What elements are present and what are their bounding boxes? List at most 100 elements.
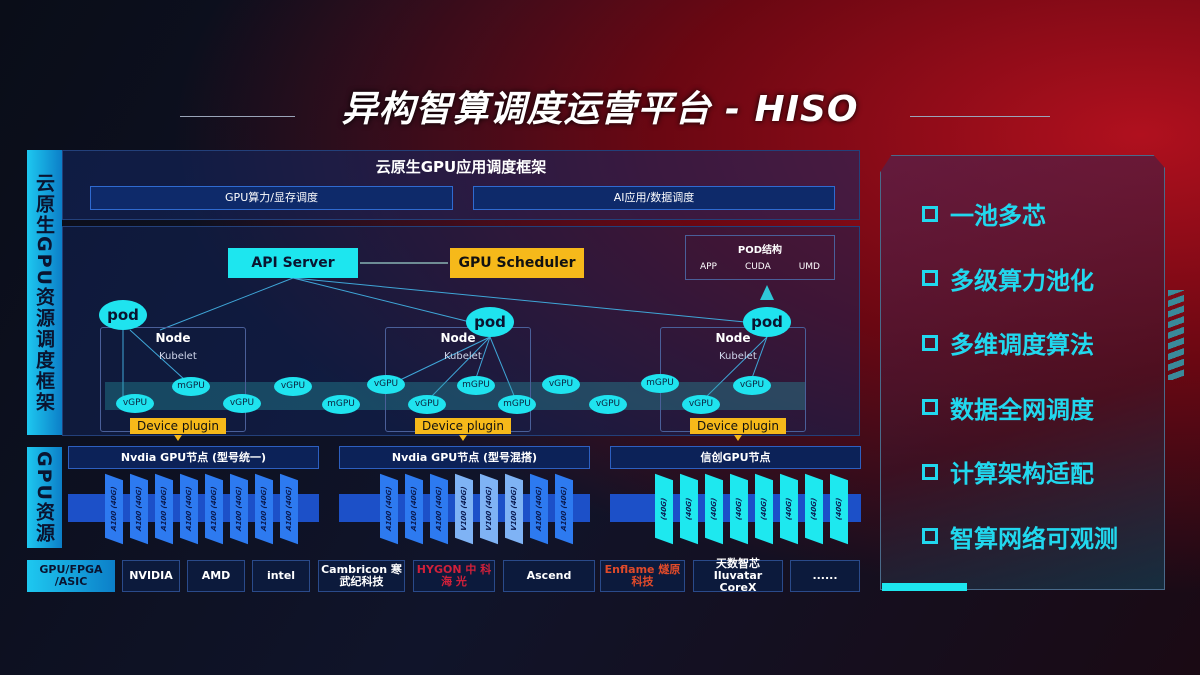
gpu-chip: A100 (40G) [530,473,548,545]
feature-label: 计算架构适配 [950,460,1094,488]
vendor-logo: NVIDIA [122,560,180,592]
vgpu-ellipse: vGPU [408,395,446,414]
checkbox-icon [922,334,938,351]
vendor-logo: AMD [187,560,245,592]
title-line-left [180,116,295,117]
vendor-logo: Ascend [503,560,595,592]
page-title: 异构智算调度运营平台 - HISO [341,89,859,130]
feature-label: 多维调度算法 [950,331,1094,359]
vendor-logo: 天数智芯 Iluvatar CoreX [693,557,783,594]
gpu-node-header: Nvdia GPU节点 (型号混搭) [339,446,590,469]
down-arrow-icon [459,435,467,445]
vgpu-ellipse: vGPU [223,394,261,413]
vendor-logo: ...... [790,560,860,592]
node-label: Node [440,331,476,345]
feature-item: 多级算力池化 [922,261,1094,296]
gpu-chip: A100 (40G) [180,473,198,545]
ai-data-scheduling: AI应用/数据调度 [473,186,835,210]
vendor-logo: intel [252,560,310,592]
gpu-scheduler-box: GPU Scheduler [450,248,584,278]
gpu-node-header: 信创GPU节点 [610,446,861,469]
vgpu-ellipse: vGPU [542,375,580,394]
checkbox-icon [922,205,938,222]
up-arrow-icon [760,285,774,300]
down-arrow-icon [174,435,182,445]
stripe-decoration [1168,290,1184,380]
gpu-chip: (40G) [680,473,698,545]
title-line-right [910,116,1050,117]
gpu-side-label: GPU资源 [27,447,62,548]
vendor-logo: Cambricon 寒武纪科技 [318,560,405,592]
feature-item: 计算架构适配 [922,454,1094,489]
node-box: Node Kubelet [385,327,531,432]
node-box: Node Kubelet [660,327,806,432]
checkbox-icon [922,463,938,480]
pod-cuda: CUDA [744,262,771,272]
node-box: Node Kubelet [100,327,246,432]
gpu-chip: (40G) [730,473,748,545]
device-plugin-box: Device plugin [130,418,226,434]
pod-ellipse: pod [466,307,514,337]
pod-structure-box: POD结构 APP CUDA UMD [685,235,835,280]
pod-structure-title: POD结构 [737,245,783,256]
gpu-chip: A100 (40G) [130,473,148,545]
gpu-chip: A100 (40G) [555,473,573,545]
gpu-node-header: Nvdia GPU节点 (型号统一) [68,446,319,469]
checkbox-icon [922,270,938,286]
gpu-chip: A100 (40G) [380,473,398,545]
gpu-chip: A100 (40G) [155,473,173,545]
features-panel [880,155,1165,590]
gpu-chip: V100 (40G) [505,473,523,545]
feature-item: 智算网络可观测 [922,519,1118,554]
accent-bar [882,583,967,591]
vgpu-ellipse: vGPU [733,376,771,395]
gpu-chip: A100 (40G) [105,473,123,545]
feature-label: 多级算力池化 [950,266,1094,295]
gpu-chip: V100 (40G) [480,473,498,545]
vgpu-ellipse: vGPU [116,394,154,413]
mgpu-ellipse: mGPU [172,377,210,396]
vendor-row-label: GPU/FPGA /ASIC [27,560,115,592]
gpu-chip: A100 (40G) [255,473,273,545]
vgpu-ellipse: vGPU [367,375,405,394]
feature-label: 数据全网调度 [950,395,1094,424]
pod-ellipse: pod [743,307,791,337]
gpu-chip: A100 (40G) [230,473,248,545]
gpu-chip: (40G) [805,473,823,545]
mgpu-ellipse: mGPU [641,374,679,393]
mgpu-ellipse: mGPU [322,395,360,414]
gpu-chip: A100 (40G) [405,473,423,545]
gpu-chip: A100 (40G) [280,473,298,545]
gpu-chip: (40G) [655,473,673,545]
device-plugin-box: Device plugin [415,418,511,434]
api-server-box: API Server [228,248,358,278]
pod-ellipse: pod [99,300,147,330]
gpu-chip: (40G) [780,473,798,545]
feature-item: 一池多芯 [922,196,1046,231]
down-arrow-icon [734,435,742,445]
pod-app: APP [699,262,717,272]
vendor-logo: HYGON 中 科 海 光 [413,560,495,592]
kubelet-label: Kubelet [159,351,197,362]
kubelet-label: Kubelet [719,351,757,362]
checkbox-icon [922,528,938,544]
gpu-chip: A100 (40G) [205,473,223,545]
kubelet-label: Kubelet [444,351,482,362]
vgpu-ellipse: vGPU [682,395,720,414]
node-label: Node [155,331,191,345]
pod-umd: UMD [798,262,820,272]
vgpu-ellipse: vGPU [589,395,627,414]
gpu-compute-scheduling: GPU算力/显存调度 [90,186,453,210]
gpu-chip: (40G) [705,473,723,545]
vendor-logo: Enflame 燧原科技 [600,560,685,592]
framework-side-label: 云原生GPU资源调度框架 [27,150,62,435]
node-label: Node [715,331,751,345]
gpu-chip: V100 (40G) [455,473,473,545]
feature-item: 数据全网调度 [922,390,1094,425]
feature-label: 一池多芯 [950,202,1046,230]
feature-item: 多维调度算法 [922,325,1094,360]
mgpu-ellipse: mGPU [457,376,495,395]
gpu-chip: (40G) [830,473,848,545]
gpu-chip: A100 (40G) [430,473,448,545]
